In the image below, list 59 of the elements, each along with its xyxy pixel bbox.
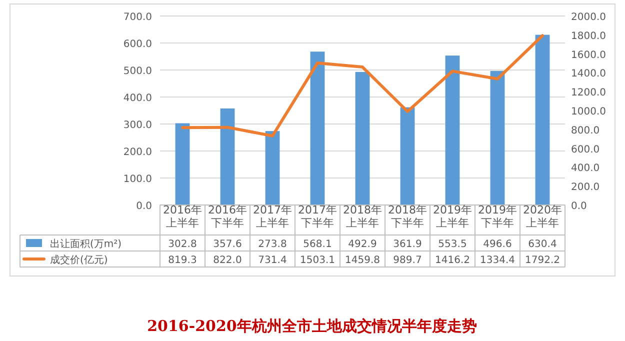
legend-label: 成交价(亿元) — [50, 254, 108, 266]
data-label: 989.7 — [393, 255, 422, 266]
y2-tick-label: 200.0 — [571, 182, 600, 194]
legend-label: 出让面积(万m²) — [50, 238, 122, 250]
y2-tick-label: 1200.0 — [571, 88, 606, 99]
data-label: 568.1 — [303, 239, 332, 250]
x-tick-label: 2018年下半年 — [388, 204, 427, 230]
bar — [265, 131, 280, 205]
bar — [445, 56, 460, 205]
data-label: 492.9 — [348, 239, 377, 250]
y2-tick-label: 0.0 — [571, 201, 587, 212]
bar — [175, 123, 190, 205]
bar — [490, 70, 505, 205]
data-label: 630.4 — [528, 239, 557, 250]
data-label: 1416.2 — [435, 255, 470, 266]
bar — [400, 107, 415, 205]
x-tick-label: 2016年上半年 — [163, 204, 202, 230]
y2-tick-label: 600.0 — [571, 144, 600, 156]
data-label: 1503.1 — [300, 255, 335, 266]
y2-tick-label: 2000.0 — [571, 12, 606, 23]
x-tick-label: 2016年下半年 — [208, 204, 247, 230]
x-tick-label: 2017年上半年 — [253, 204, 292, 230]
y-tick-label: 600.0 — [123, 39, 152, 50]
data-label: 357.6 — [213, 239, 242, 250]
y-tick-label: 700.0 — [123, 12, 152, 23]
y-tick-label: 300.0 — [123, 120, 152, 131]
data-label: 496.6 — [483, 239, 512, 250]
data-label: 731.4 — [258, 255, 287, 266]
y2-tick-label: 800.0 — [571, 125, 600, 136]
x-tick-label: 2018年上半年 — [343, 204, 382, 230]
data-label: 1792.2 — [525, 255, 560, 266]
bar — [355, 72, 370, 205]
y-tick-label: 400.0 — [123, 93, 152, 104]
data-label: 822.0 — [213, 255, 242, 266]
x-tick-label: 2020年上半年 — [523, 204, 562, 230]
data-label: 361.9 — [393, 239, 422, 250]
bar — [310, 52, 325, 205]
data-label: 553.5 — [438, 239, 467, 250]
bar — [535, 34, 550, 205]
x-tick-label: 2019年上半年 — [433, 204, 472, 230]
y2-tick-label: 1800.0 — [571, 30, 606, 42]
x-tick-label: 2017年下半年 — [298, 204, 337, 230]
y2-tick-label: 1600.0 — [571, 50, 606, 61]
bar — [220, 108, 235, 205]
data-label: 819.3 — [168, 255, 197, 266]
y-tick-label: 0.0 — [136, 201, 152, 212]
y2-tick-label: 1000.0 — [571, 106, 606, 118]
y-tick-label: 100.0 — [123, 174, 152, 185]
data-label: 1334.4 — [480, 255, 515, 266]
data-label: 1459.8 — [345, 255, 380, 266]
y-tick-label: 200.0 — [123, 147, 152, 158]
text: 2016-2020年杭州全市土地成交情况半年度走势 — [147, 317, 477, 335]
line-series — [181, 34, 544, 138]
data-label: 302.8 — [168, 239, 197, 250]
y2-tick-label: 1400.0 — [571, 68, 606, 80]
y-tick-label: 500.0 — [123, 66, 152, 77]
data-label: 273.8 — [258, 239, 287, 250]
x-tick-label: 2019年下半年 — [478, 204, 517, 230]
y2-tick-label: 400.0 — [571, 163, 600, 174]
